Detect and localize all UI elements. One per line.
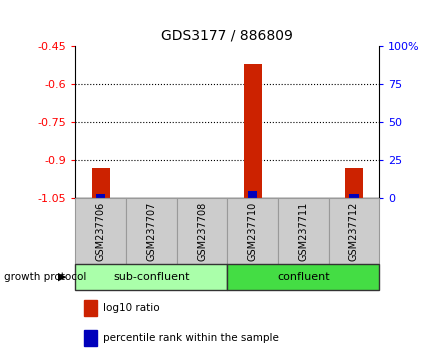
Bar — [243, 64, 261, 198]
Bar — [92, 168, 109, 198]
Bar — [227, 198, 277, 264]
Bar — [84, 330, 97, 346]
Text: log10 ratio: log10 ratio — [103, 303, 160, 313]
Text: percentile rank within the sample: percentile rank within the sample — [103, 332, 279, 343]
Title: GDS3177 / 886809: GDS3177 / 886809 — [161, 28, 292, 42]
Bar — [277, 198, 328, 264]
Text: GSM237711: GSM237711 — [298, 201, 307, 261]
Text: growth protocol: growth protocol — [4, 272, 86, 282]
Text: GSM237706: GSM237706 — [95, 201, 105, 261]
Bar — [349, 194, 358, 198]
Bar — [328, 198, 378, 264]
Bar — [227, 264, 378, 290]
Text: GSM237708: GSM237708 — [197, 201, 206, 261]
Text: GSM237710: GSM237710 — [247, 201, 257, 261]
Bar — [96, 194, 105, 198]
Bar — [344, 168, 362, 198]
Bar — [75, 264, 227, 290]
Bar — [176, 198, 227, 264]
Bar — [248, 190, 257, 198]
Text: GSM237707: GSM237707 — [146, 201, 156, 261]
Text: GSM237712: GSM237712 — [348, 201, 358, 261]
Text: confluent: confluent — [276, 272, 329, 282]
Text: sub-confluent: sub-confluent — [113, 272, 189, 282]
Bar — [75, 198, 126, 264]
Bar — [126, 198, 176, 264]
Text: ▶: ▶ — [58, 272, 67, 282]
Bar — [84, 300, 97, 316]
